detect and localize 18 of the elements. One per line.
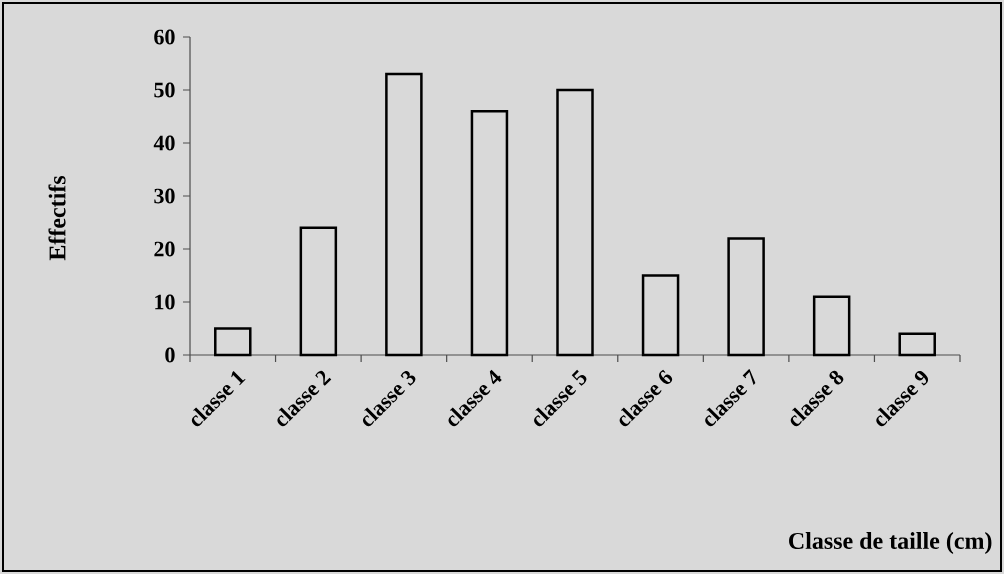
bar: [812, 295, 851, 357]
bar: [898, 332, 936, 357]
y-tick-label: 30: [154, 188, 175, 204]
x-axis-title: Classe de taille (cm): [789, 532, 992, 554]
y-axis-title: Effectifs: [48, 175, 66, 261]
bar: [641, 274, 680, 357]
bar: [470, 109, 509, 357]
bar: [556, 88, 594, 357]
y-tick-label: 50: [154, 82, 175, 98]
bar: [214, 327, 252, 357]
y-tick-label: 10: [155, 294, 175, 310]
y-tick-label: 40: [153, 135, 175, 151]
bar: [727, 237, 765, 357]
bar: [385, 72, 423, 357]
y-tick-label: 0: [165, 347, 175, 363]
y-tick-label: 20: [154, 241, 175, 257]
bar: [299, 226, 338, 357]
y-tick-label: 60: [154, 29, 175, 45]
